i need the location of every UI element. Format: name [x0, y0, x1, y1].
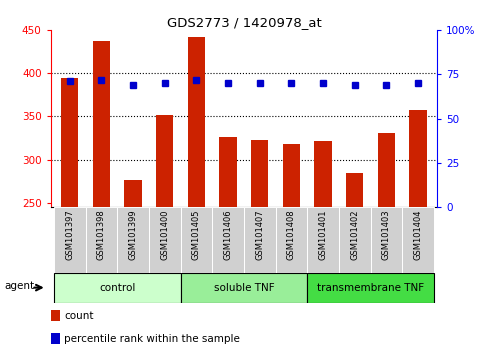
Text: agent: agent	[4, 281, 34, 291]
Text: GSM101401: GSM101401	[319, 210, 327, 260]
Text: soluble TNF: soluble TNF	[213, 282, 274, 293]
Text: count: count	[64, 310, 94, 321]
Bar	[244, 207, 276, 273]
Bar	[402, 207, 434, 273]
Bar	[219, 137, 237, 207]
Text: GSM101403: GSM101403	[382, 210, 391, 260]
Bar	[339, 207, 370, 273]
Bar	[370, 207, 402, 273]
Bar	[54, 207, 85, 273]
Bar	[314, 142, 332, 207]
Bar	[346, 173, 364, 207]
Bar	[307, 273, 434, 303]
Bar	[156, 115, 173, 207]
Text: GSM101402: GSM101402	[350, 210, 359, 260]
Text: GSM101398: GSM101398	[97, 210, 106, 261]
Bar	[61, 78, 78, 207]
Bar	[283, 144, 300, 207]
Bar	[51, 309, 60, 321]
Bar	[307, 207, 339, 273]
Text: GSM101400: GSM101400	[160, 210, 169, 260]
Bar	[93, 41, 110, 207]
Text: percentile rank within the sample: percentile rank within the sample	[64, 333, 240, 344]
Bar	[212, 207, 244, 273]
Bar	[85, 207, 117, 273]
Text: GSM101405: GSM101405	[192, 210, 201, 260]
Bar	[188, 37, 205, 207]
Text: GSM101399: GSM101399	[128, 210, 138, 260]
Bar	[124, 180, 142, 207]
Bar	[181, 273, 307, 303]
Title: GDS2773 / 1420978_at: GDS2773 / 1420978_at	[167, 16, 321, 29]
Bar	[149, 207, 181, 273]
Text: GSM101408: GSM101408	[287, 210, 296, 260]
Text: transmembrane TNF: transmembrane TNF	[317, 282, 424, 293]
Text: control: control	[99, 282, 135, 293]
Bar	[117, 207, 149, 273]
Text: GSM101397: GSM101397	[65, 210, 74, 261]
Bar	[276, 207, 307, 273]
Bar	[410, 109, 427, 207]
Bar	[181, 207, 212, 273]
Bar	[251, 140, 269, 207]
Bar	[378, 133, 395, 207]
Text: GSM101407: GSM101407	[255, 210, 264, 260]
Bar	[51, 333, 60, 344]
Bar	[54, 273, 181, 303]
Text: GSM101406: GSM101406	[224, 210, 233, 260]
Text: GSM101404: GSM101404	[413, 210, 423, 260]
